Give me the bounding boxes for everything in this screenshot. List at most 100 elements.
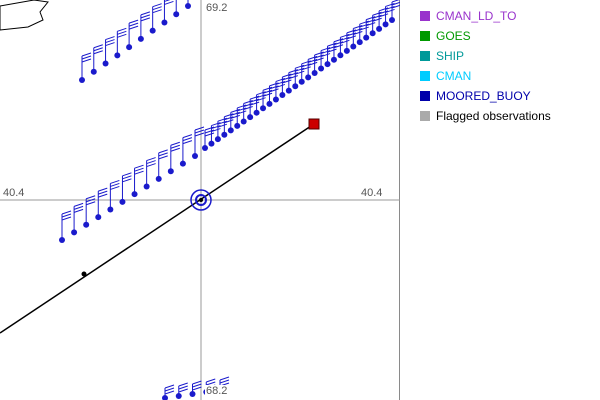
observation-station[interactable] bbox=[266, 82, 279, 107]
wind-barb-flag bbox=[164, 390, 175, 395]
center-target-outer-ring[interactable] bbox=[190, 189, 212, 211]
wind-barb-flag bbox=[237, 110, 247, 115]
wind-barb-flag bbox=[194, 126, 205, 131]
wind-barb-flag bbox=[308, 55, 318, 60]
station-dot bbox=[292, 83, 299, 90]
observation-station[interactable] bbox=[363, 16, 376, 41]
wind-barb-flag bbox=[353, 31, 363, 35]
station-dot bbox=[155, 175, 162, 182]
observation-station[interactable] bbox=[189, 380, 202, 397]
destination-marker[interactable] bbox=[308, 118, 320, 130]
observation-station[interactable] bbox=[179, 134, 193, 167]
wind-barb-flag bbox=[333, 44, 344, 49]
observation-station[interactable] bbox=[161, 0, 174, 26]
observation-station[interactable] bbox=[167, 141, 180, 175]
wind-barb-flag bbox=[340, 39, 350, 44]
observation-station[interactable] bbox=[137, 11, 151, 42]
observation-station[interactable] bbox=[95, 187, 108, 221]
observation-station[interactable] bbox=[192, 126, 205, 159]
observation-station[interactable] bbox=[119, 172, 132, 205]
observation-station[interactable] bbox=[221, 113, 234, 138]
legend-item-cman[interactable]: CMAN bbox=[420, 66, 598, 86]
wind-barb-flag bbox=[140, 11, 151, 16]
wind-barb-flag bbox=[81, 58, 92, 63]
observation-station[interactable] bbox=[318, 47, 331, 72]
wind-barb-flag bbox=[134, 167, 144, 172]
observation-station[interactable] bbox=[90, 44, 103, 75]
observation-station[interactable] bbox=[107, 179, 120, 213]
legend-item-goes[interactable]: GOES bbox=[420, 26, 598, 46]
legend-item-flagged-observations[interactable]: Flagged observations bbox=[420, 106, 598, 126]
observation-station[interactable] bbox=[343, 29, 357, 54]
wind-barb-flag bbox=[152, 9, 162, 14]
wind-barb-flag bbox=[359, 20, 369, 25]
observation-station[interactable] bbox=[260, 86, 273, 112]
wind-barb-flag bbox=[340, 33, 350, 38]
observation-station[interactable] bbox=[185, 0, 197, 9]
observation-station[interactable] bbox=[389, 0, 400, 23]
observation-station[interactable] bbox=[376, 7, 389, 32]
legend-item-cman-ld-to[interactable]: CMAN_LD_TO bbox=[420, 6, 598, 26]
observation-station[interactable] bbox=[369, 11, 382, 37]
observation-station[interactable] bbox=[298, 60, 311, 85]
station-dot bbox=[305, 74, 312, 81]
observation-station[interactable] bbox=[272, 77, 286, 103]
observation-station[interactable] bbox=[149, 3, 162, 34]
station-dot bbox=[318, 65, 325, 72]
observation-station[interactable] bbox=[253, 91, 266, 116]
legend-item-moored-buoy[interactable]: MOORED_BUOY bbox=[420, 86, 598, 106]
observation-station[interactable] bbox=[102, 36, 115, 67]
wind-barb-flag bbox=[152, 6, 162, 11]
observation-station[interactable] bbox=[114, 27, 127, 59]
wind-barb-flag bbox=[128, 25, 139, 30]
observation-station[interactable] bbox=[208, 122, 221, 147]
observation-station[interactable] bbox=[311, 51, 324, 76]
wind-barb-map[interactable]: 69.2 40.4 40.4 68.2 bbox=[0, 0, 400, 400]
legend-item-ship[interactable]: SHIP bbox=[420, 46, 598, 66]
observation-station[interactable] bbox=[126, 19, 139, 51]
observation-station[interactable] bbox=[382, 2, 395, 28]
observation-station[interactable] bbox=[279, 73, 292, 99]
wind-barb-flag bbox=[182, 134, 193, 139]
wind-barb-flag bbox=[366, 16, 376, 21]
legend-label: SHIP bbox=[436, 49, 465, 63]
observation-station[interactable] bbox=[162, 384, 175, 400]
map-canvas[interactable] bbox=[0, 0, 400, 400]
wind-barb-flag bbox=[314, 57, 324, 62]
observation-station[interactable] bbox=[285, 69, 298, 94]
observation-station[interactable] bbox=[292, 64, 305, 90]
observation-station[interactable] bbox=[131, 164, 144, 198]
observation-station[interactable] bbox=[356, 20, 369, 46]
wind-barb-flag bbox=[256, 94, 266, 99]
wind-barb-flag bbox=[346, 32, 357, 37]
observation-station[interactable] bbox=[234, 104, 247, 129]
observation-station[interactable] bbox=[173, 0, 185, 18]
observation-station[interactable] bbox=[305, 55, 318, 81]
wind-barb-flag bbox=[122, 172, 132, 177]
wind-barb-flag bbox=[224, 119, 234, 124]
observation-station[interactable] bbox=[83, 195, 96, 228]
wind-barb-flag bbox=[301, 66, 311, 71]
observation-station[interactable] bbox=[175, 382, 188, 399]
observation-station[interactable] bbox=[247, 95, 260, 121]
wind-barb-flag bbox=[206, 381, 216, 386]
wind-barb-flag bbox=[224, 113, 234, 118]
station-dot bbox=[59, 237, 65, 243]
observation-station[interactable] bbox=[202, 126, 215, 151]
observation-station[interactable] bbox=[227, 108, 240, 134]
observation-station[interactable] bbox=[337, 33, 350, 59]
observation-station[interactable] bbox=[143, 157, 156, 190]
observation-station[interactable] bbox=[240, 100, 253, 125]
observation-station[interactable] bbox=[330, 38, 344, 63]
observation-station[interactable] bbox=[155, 149, 168, 182]
station-dot bbox=[285, 87, 292, 94]
wind-barb-flag bbox=[98, 193, 108, 198]
observation-station[interactable] bbox=[71, 202, 84, 236]
legend-label: Flagged observations bbox=[436, 109, 551, 123]
observation-station[interactable] bbox=[324, 42, 337, 68]
observation-station[interactable] bbox=[350, 25, 363, 50]
wind-barb-flag bbox=[61, 216, 72, 221]
observation-station[interactable] bbox=[79, 52, 92, 83]
observation-station[interactable] bbox=[59, 210, 72, 243]
observation-station[interactable] bbox=[214, 117, 228, 143]
